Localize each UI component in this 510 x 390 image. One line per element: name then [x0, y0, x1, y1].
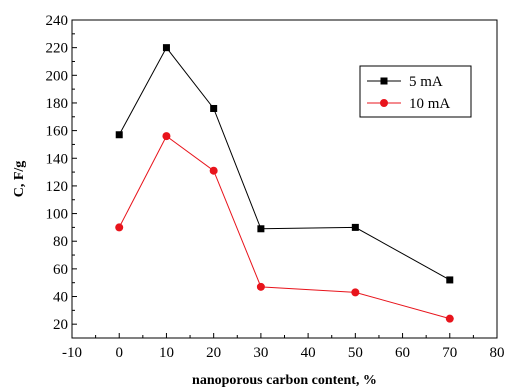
- y-tick-label: 40: [53, 290, 68, 306]
- y-tick-label: 20: [53, 317, 68, 333]
- y-tick-label: 240: [46, 13, 69, 29]
- y-axis-title: C, F/g: [12, 161, 27, 198]
- y-tick-label: 60: [53, 262, 68, 278]
- legend-box: [359, 65, 472, 118]
- series-line-1: [118, 46, 451, 281]
- data-point: [162, 44, 170, 52]
- data-point: [115, 131, 123, 139]
- x-tick-label: 50: [348, 345, 363, 361]
- data-point: [162, 132, 171, 141]
- legend-marker: [380, 99, 388, 107]
- y-tick-label: 180: [46, 96, 69, 112]
- y-tick-label: 200: [46, 68, 69, 84]
- x-tick-label: 0: [115, 345, 123, 361]
- x-tick-label: 10: [159, 345, 174, 361]
- data-point: [445, 314, 454, 323]
- legend-marker: [380, 77, 388, 85]
- series-layer: [115, 44, 454, 323]
- legend-label: 10 mA: [409, 96, 450, 112]
- x-axis-title: nanoporous carbon content, %: [192, 373, 377, 388]
- x-tick-label: 40: [301, 345, 316, 361]
- x-tick-label: 30: [253, 345, 268, 361]
- data-point: [115, 223, 124, 232]
- x-tick-label: 60: [395, 345, 410, 361]
- y-tick-label: 120: [46, 179, 69, 195]
- legend: 5 mA 10 mA: [359, 65, 472, 118]
- x-tick-label: -10: [62, 345, 82, 361]
- data-point: [446, 276, 454, 284]
- y-tick-label: 160: [46, 124, 69, 140]
- data-point: [351, 223, 359, 231]
- y-tick-label: 220: [46, 41, 69, 57]
- data-point: [351, 288, 360, 297]
- data-point: [256, 282, 265, 291]
- data-point: [210, 104, 218, 112]
- data-point: [209, 166, 218, 175]
- x-tick-label: 70: [442, 345, 457, 361]
- y-tick-label: 140: [46, 151, 69, 167]
- legend-label: 5 mA: [409, 74, 443, 90]
- x-tick-label: 80: [490, 345, 505, 361]
- y-tick-label: 100: [46, 207, 69, 223]
- y-axis: 20 40 60 80 100 120 140 160 180 200 220 240: [46, 13, 77, 339]
- series-line-2: [118, 135, 450, 320]
- y-tick-label: 80: [53, 234, 68, 250]
- x-tick-label: 20: [206, 345, 221, 361]
- x-axis: -10 0 10 20 30 40 50 60 70 80: [62, 333, 505, 361]
- data-point: [257, 225, 265, 233]
